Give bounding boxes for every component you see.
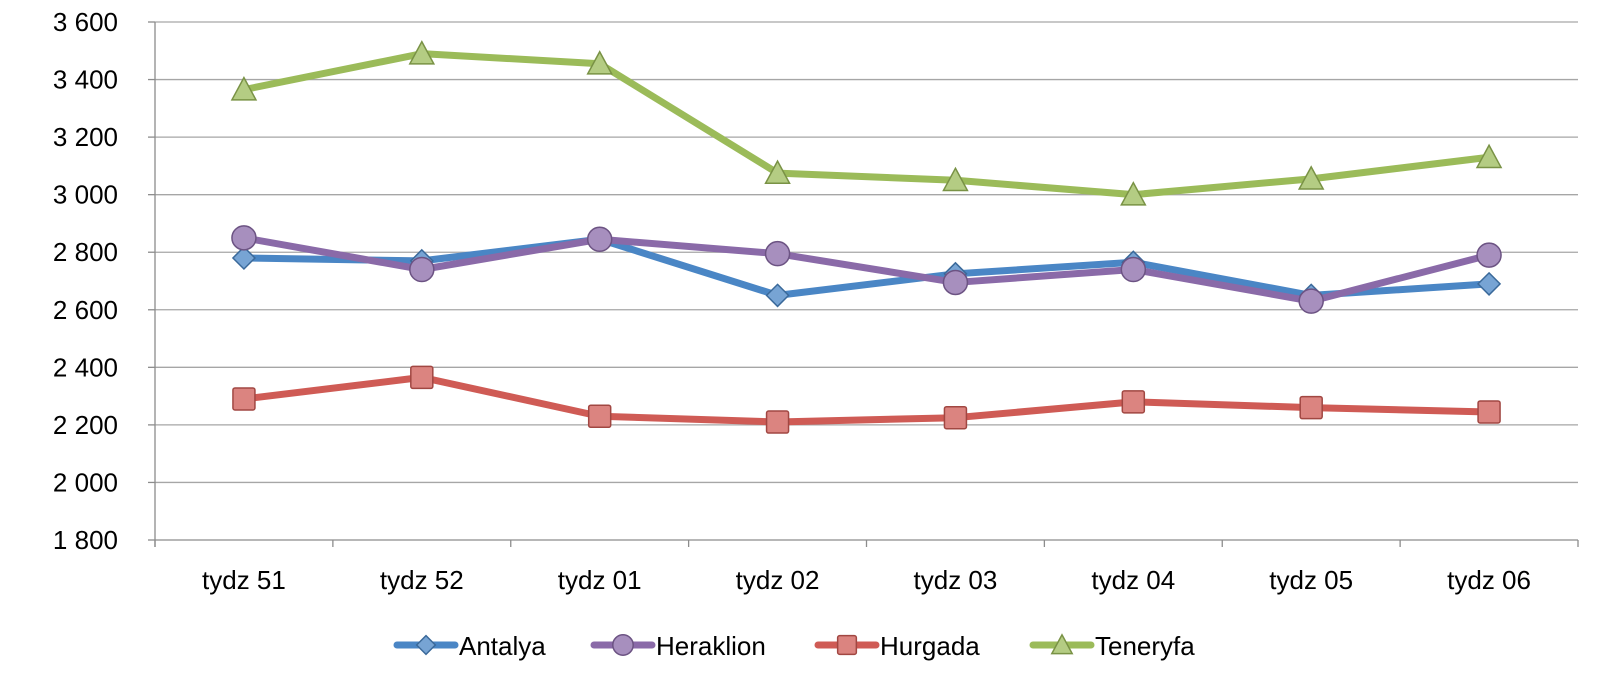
legend: Antalya Heraklion Hurgada Teneryfa <box>393 631 1195 661</box>
data-point <box>1120 256 1147 283</box>
data-point <box>1299 395 1323 420</box>
y-tick-label: 1 800 <box>53 525 118 555</box>
legend-item-teneryfa: Teneryfa <box>1029 631 1195 661</box>
data-point <box>586 226 613 253</box>
data-point <box>1297 165 1325 190</box>
gridlines <box>155 21 1578 484</box>
y-tick-label: 2 000 <box>53 467 118 497</box>
legend-marker <box>415 634 437 656</box>
series-line <box>240 373 1493 426</box>
x-tick-label: tydz 05 <box>1269 565 1353 595</box>
data-point <box>1475 143 1503 169</box>
legend-item-antalya: Antalya <box>393 631 546 661</box>
data-point <box>764 159 791 185</box>
data-point <box>410 365 434 390</box>
data-point <box>1298 288 1324 314</box>
series-line <box>240 50 1493 199</box>
legend-marker <box>1050 633 1074 655</box>
series-line <box>240 235 1493 299</box>
data-point <box>586 50 613 75</box>
series-line <box>240 234 1493 305</box>
data-point <box>942 166 969 192</box>
data-point <box>765 283 790 308</box>
y-tick-label: 3 200 <box>53 122 118 152</box>
series-teneryfa <box>230 40 1503 206</box>
data-point <box>1477 400 1501 424</box>
y-tick-label: 3 600 <box>53 7 118 37</box>
data-point <box>1120 181 1147 206</box>
legend-label: Heraklion <box>656 631 766 661</box>
x-axis-tick-labels: tydz 51 tydz 52 tydz 01 tydz 02 tydz 03 tydz … <box>202 565 1531 595</box>
y-tick-label: 2 600 <box>53 295 118 325</box>
data-point <box>765 410 790 434</box>
data-point <box>231 245 256 271</box>
legend-label: Antalya <box>459 631 546 661</box>
data-point <box>230 76 258 101</box>
legend-marker <box>612 634 634 656</box>
data-point <box>408 40 436 65</box>
y-tick-label: 2 200 <box>53 410 118 440</box>
axes <box>148 21 1579 547</box>
x-tick-label: tydz 52 <box>380 565 464 595</box>
series-lines <box>230 40 1503 434</box>
data-point <box>1121 390 1146 414</box>
data-point <box>587 404 612 429</box>
data-point <box>232 387 256 411</box>
data-point <box>231 225 257 251</box>
y-axis-tick-labels: 1 800 2 000 2 200 2 400 2 600 2 800 3 000 3 200… <box>53 7 118 555</box>
legend-label: Teneryfa <box>1095 631 1195 661</box>
y-tick-label: 3 400 <box>53 65 118 95</box>
y-tick-label: 2 400 <box>53 352 118 382</box>
series-hurgada <box>232 365 1501 434</box>
x-tick-label: tydz 06 <box>1447 565 1531 595</box>
x-tick-label: tydz 01 <box>558 565 642 595</box>
data-point <box>409 256 435 283</box>
legend-label: Hurgada <box>880 631 980 661</box>
data-point <box>943 405 968 430</box>
data-point <box>1476 242 1502 268</box>
data-point <box>942 269 969 296</box>
series-heraklion <box>231 225 1502 314</box>
x-tick-label: tydz 03 <box>914 565 998 595</box>
x-tick-label: tydz 04 <box>1091 565 1175 595</box>
legend-marker <box>836 634 858 656</box>
x-tick-label: tydz 02 <box>736 565 820 595</box>
x-tick-label: tydz 51 <box>202 565 286 595</box>
data-point <box>1477 271 1502 296</box>
legend-item-hurgada: Hurgada <box>814 631 980 661</box>
y-tick-label: 2 800 <box>53 237 118 267</box>
y-tick-label: 3 000 <box>53 180 118 210</box>
data-point <box>764 240 791 267</box>
legend-item-heraklion: Heraklion <box>590 631 766 661</box>
